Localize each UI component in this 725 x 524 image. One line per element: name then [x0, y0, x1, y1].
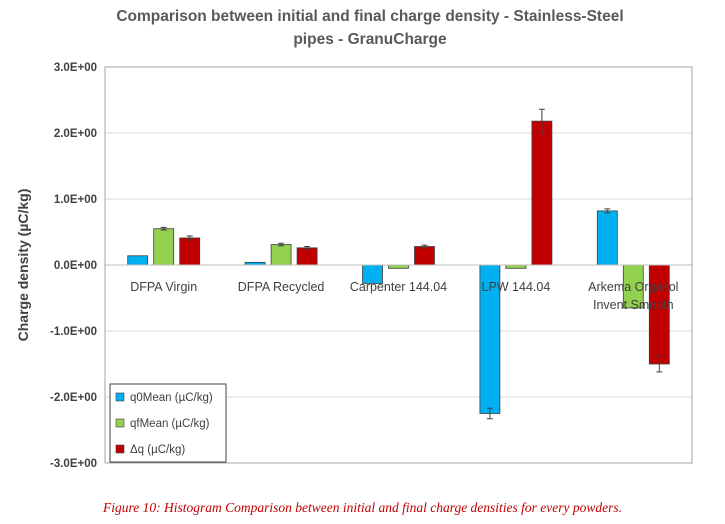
bar	[296, 247, 318, 266]
chart-title-line-1: Comparison between initial and final cha…	[116, 8, 623, 25]
legend-box	[109, 383, 227, 463]
y-tick-label: 0.0E+00	[54, 260, 97, 272]
legend-swatch	[115, 444, 125, 454]
y-tick-label: -2.0E+00	[50, 392, 97, 404]
category-label: Invent Smooth	[593, 298, 674, 312]
legend-label: Δq (µC/kg)	[130, 444, 185, 456]
y-tick-label: -1.0E+00	[50, 326, 97, 338]
legend-swatch	[115, 418, 125, 428]
legend-label: q0Mean (µC/kg)	[130, 392, 213, 404]
bars	[127, 108, 670, 420]
y-axis-label: Charge density (µC/kg)	[15, 189, 31, 342]
legend: q0Mean (µC/kg) qfMean (µC/kg) Δq (µC/kg)	[109, 383, 227, 463]
figure-caption: Figure 10: Histogram Comparison between …	[102, 500, 623, 515]
category-labels: DFPA Virgin DFPA Recycled Carpenter 144.04…	[130, 280, 678, 312]
bar	[179, 237, 201, 266]
y-ticks: 3.0E+00 2.0E+00 1.0E+00 0.0E+00 -1.0E+00 -2.0…	[50, 62, 97, 470]
bar	[153, 228, 175, 266]
category-label: LPW 144.04	[482, 280, 551, 294]
legend-swatch	[115, 392, 125, 402]
y-tick-label: 1.0E+00	[54, 194, 97, 206]
chart-title-line-2: pipes - GranuCharge	[293, 31, 447, 48]
bar	[531, 120, 553, 266]
y-tick-label: 2.0E+00	[54, 128, 97, 140]
category-label: Arkema Orgasol	[588, 280, 678, 294]
chart: Comparison between initial and final cha…	[15, 8, 693, 470]
bar	[127, 255, 149, 266]
category-label: DFPA Recycled	[238, 280, 325, 294]
plot-border	[104, 66, 693, 464]
bar	[414, 246, 435, 266]
bar	[596, 210, 618, 266]
legend-label: qfMean (µC/kg)	[130, 418, 210, 430]
category-label: Carpenter 144.04	[350, 280, 447, 294]
category-label: DFPA Virgin	[130, 280, 197, 294]
y-tick-label: -3.0E+00	[50, 458, 97, 470]
bar	[270, 244, 292, 266]
y-tick-label: 3.0E+00	[54, 62, 97, 74]
